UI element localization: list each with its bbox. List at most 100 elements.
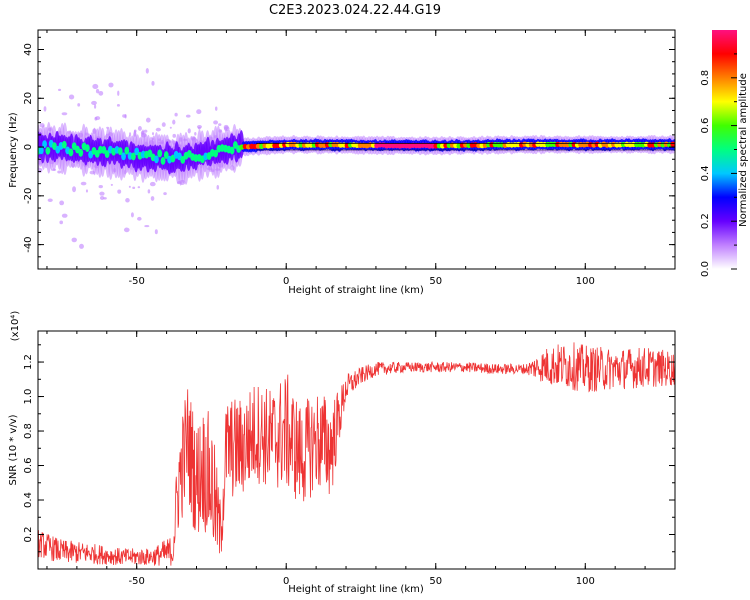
heat-cell — [123, 227, 130, 233]
heat-cell — [77, 103, 81, 107]
heat-cell — [116, 104, 120, 107]
heat-cell — [172, 133, 177, 138]
y-tick-label: 0.6 — [23, 458, 34, 474]
heat-cell — [121, 152, 126, 161]
heat-cell — [147, 189, 151, 194]
colorbar-tick-label: 0.4 — [700, 165, 711, 181]
heat-cell — [58, 88, 62, 92]
heat-cell — [92, 83, 99, 90]
y-tick-label: 0.8 — [23, 423, 34, 439]
heat-cell — [61, 140, 67, 149]
heat-cell — [154, 229, 158, 235]
heat-cell — [98, 90, 104, 96]
x-tick-label: 50 — [429, 576, 442, 587]
heat-cell — [151, 81, 155, 86]
heat-cell — [223, 124, 229, 130]
heat-cell — [213, 149, 219, 158]
y-tick-label: 0.2 — [23, 527, 34, 543]
y-tick-label: 40 — [23, 43, 34, 56]
heat-cell — [128, 185, 131, 188]
heat-cell — [95, 116, 101, 121]
heat-cell — [143, 129, 148, 133]
heat-cell — [61, 112, 68, 116]
heat-cell — [117, 90, 120, 96]
heat-cell — [122, 114, 127, 118]
heat-cell — [98, 185, 103, 189]
heat-cell — [196, 109, 202, 115]
heat-cell — [145, 68, 149, 74]
heat-cell — [180, 156, 186, 164]
heat-cell — [117, 147, 123, 156]
heat-cell — [68, 94, 75, 100]
heat-cell — [216, 185, 220, 190]
heat-cell — [95, 88, 100, 94]
heat-cell — [144, 225, 150, 228]
heat-cell — [137, 186, 141, 189]
heat-cell — [169, 126, 172, 129]
heat-cell — [149, 181, 156, 187]
y-tick-label: 1.0 — [23, 389, 34, 405]
heat-cell — [670, 141, 675, 147]
heat-cell — [71, 237, 77, 243]
heat-cell — [80, 181, 87, 186]
x-tick-label: 0 — [283, 576, 289, 587]
heat-cell — [154, 155, 159, 164]
colorbar-tick-label: 0.8 — [700, 70, 711, 86]
snr-series-line — [38, 342, 675, 566]
heat-cell — [232, 141, 238, 149]
heat-cell — [151, 132, 155, 136]
x-tick-label: 50 — [429, 276, 442, 287]
heat-cell — [213, 120, 219, 125]
figure-title: C2E3.2023.024.22.44.G19 — [269, 3, 441, 18]
spectrogram-x-label: Height of straight line (km) — [288, 285, 424, 296]
heat-cell — [161, 122, 166, 127]
heat-cell — [85, 189, 88, 193]
heat-cell — [137, 216, 142, 221]
heat-cell — [132, 186, 136, 190]
spectrogram-y-label: Frequency (Hz) — [8, 112, 19, 188]
heat-cell — [172, 119, 176, 125]
spectrogram-heat-layer — [38, 68, 675, 249]
snr-axes: -50 0 50 100 0.2 0.4 0.6 0.8 1.0 1.2 — [23, 331, 676, 587]
heat-cell — [150, 196, 155, 201]
heat-cell — [117, 189, 122, 194]
heat-cell — [101, 146, 107, 154]
heat-cell — [125, 198, 130, 203]
heat-cell — [124, 146, 130, 155]
heat-cell — [93, 104, 97, 109]
heat-cell — [108, 82, 114, 88]
spectrogram-frame — [37, 29, 676, 270]
heat-cell — [45, 146, 51, 155]
heat-cell — [134, 147, 140, 156]
snr-y-label: SNR (10 * v/v) — [8, 414, 19, 485]
colorbar-gradient — [712, 30, 737, 269]
heat-cell — [57, 170, 62, 174]
heat-cell — [147, 149, 153, 158]
x-tick-label: 0 — [283, 276, 289, 287]
heat-cell — [145, 117, 151, 123]
y-tick-label: -20 — [23, 188, 34, 204]
heat-cell — [187, 128, 191, 134]
snr-frame — [37, 330, 676, 570]
spectrogram-axes: -50 0 50 100 -40 -20 0 20 40 — [23, 30, 676, 287]
snr-x-label: Height of straight line (km) — [288, 584, 424, 595]
x-tick-label: -50 — [129, 276, 145, 287]
heat-cell — [194, 131, 197, 136]
snr-line-layer — [38, 342, 675, 566]
heat-cell — [43, 106, 47, 112]
heat-cell — [131, 152, 136, 161]
heat-cell — [229, 146, 235, 155]
heat-cell — [68, 148, 74, 157]
x-tick-label: -50 — [129, 576, 145, 587]
colorbar-tick-label: 0.2 — [700, 213, 711, 229]
heat-cell — [130, 212, 134, 218]
spectrogram-panel: -50 0 50 100 -40 -20 0 20 40 Height of straight … — [8, 29, 676, 296]
y-tick-label: -40 — [23, 236, 34, 252]
heat-cell — [47, 198, 53, 202]
heat-cell — [78, 148, 84, 157]
heat-cell — [155, 127, 161, 132]
heat-cell — [160, 157, 166, 165]
heat-cell — [163, 192, 167, 196]
heat-cell — [99, 196, 105, 200]
